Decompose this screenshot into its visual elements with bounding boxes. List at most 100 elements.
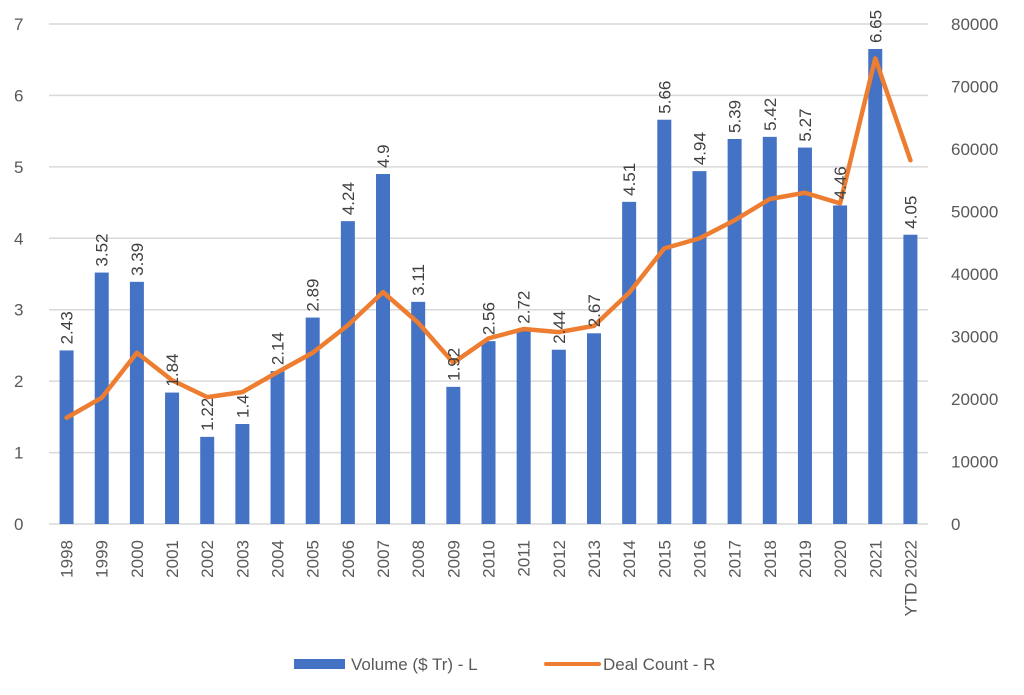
volume-bars	[59, 49, 918, 525]
bar-data-label: 4.24	[339, 182, 358, 215]
x-tick-label: 2010	[480, 540, 499, 578]
bar-data-label: 1.84	[163, 353, 182, 386]
volume-bar	[762, 136, 777, 524]
right-tick-label: 0	[951, 515, 960, 534]
volume-bar	[305, 317, 320, 524]
volume-bar	[165, 392, 180, 524]
x-tick-label: 2001	[163, 540, 182, 578]
legend-label-volume: Volume ($ Tr) - L	[351, 655, 478, 674]
legend-label-deal-count: Deal Count - R	[603, 655, 715, 674]
volume-bar	[481, 341, 496, 524]
bar-data-label: 1.4	[233, 394, 252, 418]
volume-bar	[446, 386, 461, 524]
right-tick-label: 30000	[951, 328, 998, 347]
x-tick-label: 2005	[304, 540, 323, 578]
left-tick-label: 5	[14, 158, 23, 177]
x-tick-label: 2012	[550, 540, 569, 578]
x-tick-label: 2019	[796, 540, 815, 578]
volume-bar	[376, 174, 391, 524]
volume-bar	[692, 171, 707, 524]
x-tick-label: 2021	[866, 540, 885, 578]
legend-swatch-volume	[294, 659, 345, 669]
volume-bar	[797, 147, 812, 525]
x-tick-label: 2004	[269, 540, 288, 578]
right-tick-label: 40000	[951, 265, 998, 284]
bar-data-label: 6.65	[866, 10, 885, 43]
right-tick-label: 80000	[951, 15, 998, 34]
left-tick-label: 2	[14, 372, 23, 391]
left-tick-label: 1	[14, 444, 23, 463]
x-axis: 1998 1999 2000 2001 2002 2003 2004 2005 2006 2007…	[58, 540, 921, 617]
bar-data-label: 5.66	[655, 81, 674, 114]
left-tick-label: 7	[14, 15, 23, 34]
volume-bar	[833, 205, 848, 524]
x-tick-label: 2013	[585, 540, 604, 578]
x-tick-label: 2020	[831, 540, 850, 578]
left-tick-label: 4	[14, 229, 23, 248]
x-tick-label: 2002	[198, 540, 217, 578]
bar-data-label: 4.51	[620, 163, 639, 196]
bar-data-label: 3.11	[409, 264, 428, 296]
bar-data-label: 5.27	[796, 108, 815, 141]
x-tick-label: 1998	[58, 540, 77, 578]
right-tick-label: 20000	[951, 390, 998, 409]
x-tick-label: 2018	[761, 540, 780, 578]
right-tick-label: 60000	[951, 140, 998, 159]
bar-data-label: 4.94	[690, 132, 709, 165]
volume-bar	[903, 234, 918, 524]
bar-data-labels: 2.43 3.52 3.39 1.84 1.22 1.4 2.14 2.89 4.24 4.9 3.…	[58, 10, 921, 431]
bar-data-label: 2.14	[269, 332, 288, 365]
x-tick-label: 2003	[233, 540, 252, 578]
x-tick-label: 2009	[444, 540, 463, 578]
volume-bar	[516, 329, 531, 524]
volume-bar	[340, 221, 355, 524]
x-tick-label: 2011	[515, 540, 534, 577]
volume-bar	[200, 436, 215, 524]
bar-data-label: 2.89	[304, 278, 323, 311]
volume-bar	[551, 349, 566, 524]
x-tick-label: 2015	[655, 540, 674, 578]
right-tick-label: 10000	[951, 453, 998, 472]
bar-data-label: 3.52	[93, 233, 112, 266]
volume-bar	[657, 119, 672, 524]
bar-data-label: 4.46	[831, 166, 850, 199]
legend: Volume ($ Tr) - L Deal Count - R	[294, 655, 715, 674]
bar-data-label: 2.56	[480, 302, 499, 335]
volume-bar	[622, 201, 637, 524]
x-tick-label: 2017	[726, 540, 745, 578]
bar-data-label: 2.67	[585, 294, 604, 327]
volume-bar	[868, 49, 883, 524]
left-tick-label: 6	[14, 86, 23, 105]
bar-data-label: 2.44	[550, 311, 569, 344]
left-tick-label: 3	[14, 301, 23, 320]
right-tick-label: 70000	[951, 78, 998, 97]
x-tick-label: 2016	[690, 540, 709, 578]
bar-data-label: 5.42	[761, 98, 780, 131]
x-tick-label: 2008	[409, 540, 428, 578]
bar-data-label: 3.39	[128, 243, 147, 276]
x-tick-label: 2014	[620, 540, 639, 578]
x-tick-label: 1999	[93, 540, 112, 578]
volume-bar	[129, 281, 144, 524]
volume-bar	[235, 424, 250, 524]
volume-bar	[270, 371, 285, 524]
deal-count-line	[64, 56, 913, 420]
x-tick-label: 2000	[128, 540, 147, 578]
volume-bar	[59, 350, 74, 524]
volume-bar	[411, 301, 426, 524]
right-axis: 0 10000 20000 30000 40000 50000 60000 70000 8000…	[951, 15, 998, 534]
right-tick-label: 50000	[951, 203, 998, 222]
left-axis: 0 1 2 3 4 5 6 7	[14, 15, 23, 534]
x-tick-label: YTD 2022	[901, 540, 920, 617]
volume-bar	[727, 139, 742, 524]
bar-data-label: 2.72	[515, 291, 534, 324]
bar-data-label: 4.9	[374, 144, 393, 168]
bar-data-label: 4.05	[901, 196, 920, 229]
bar-data-label: 2.43	[58, 311, 77, 344]
bar-data-label: 1.92	[444, 348, 463, 381]
x-tick-label: 2006	[339, 540, 358, 578]
left-tick-label: 0	[14, 515, 23, 534]
x-tick-label: 2007	[374, 540, 393, 578]
volume-bar	[586, 333, 601, 524]
